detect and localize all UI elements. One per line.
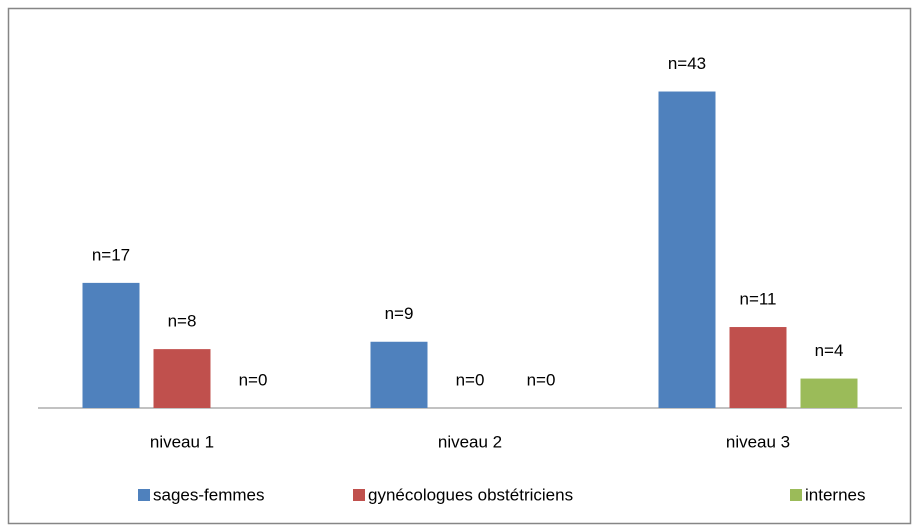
x-tick-label: niveau 1 [150,432,214,451]
bar [658,91,716,409]
legend-swatch [790,489,802,501]
bar [800,378,858,408]
legend-label: gynécologues obstétriciens [368,485,573,504]
bar [82,282,140,408]
data-label: n=9 [385,304,414,323]
data-label: n=0 [527,370,556,389]
legend-swatch [353,489,365,501]
legend-label: internes [805,485,865,504]
x-tick-label: niveau 2 [438,432,502,451]
data-label: n=8 [168,312,197,331]
data-label: n=0 [456,370,485,389]
data-label: n=0 [239,370,268,389]
x-tick-label: niveau 3 [726,432,790,451]
data-label: n=17 [92,245,130,264]
legend-swatch [138,489,150,501]
bar [729,327,787,408]
data-label: n=4 [815,341,844,360]
bar [370,341,428,408]
bar [153,349,211,408]
chart-border [7,7,912,525]
data-label: n=11 [739,290,776,309]
data-label: n=43 [668,54,706,73]
legend-label: sages-femmes [153,485,264,504]
